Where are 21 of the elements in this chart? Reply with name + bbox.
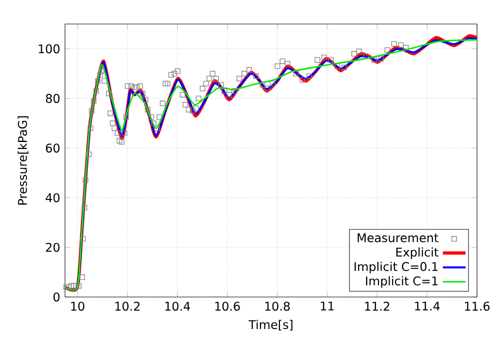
y-tick-label: 0 [53,292,60,302]
y-tick-label: 60 [46,144,60,153]
y-tick-label: 20 [46,242,60,252]
y-tick-label: 100 [38,44,60,54]
x-tick-label: 10.4 [165,302,190,311]
y-tick-label: 40 [46,193,60,202]
x-tick-label: 11.2 [365,302,390,311]
x-tick-label: 10 [71,302,84,311]
x-tick-label: 10.2 [115,302,140,311]
legend-label: Implicit C=1 [366,276,438,288]
x-tick-label: 11.6 [465,302,490,311]
x-tick-label: 11.4 [415,302,440,310]
legend-label: Explicit [396,247,438,259]
legend-label: Implicit C=0.1 [354,262,438,274]
x-tick-label: 11 [320,302,334,310]
y-tick-label: 80 [46,94,60,103]
x-axis-title: Time[s] [248,320,292,331]
x-tick-label: 10.6 [215,302,240,311]
legend-label: Measurement [358,233,438,242]
x-tick-label: 10.8 [265,302,290,311]
y-axis-title: Pressure[kPaG] [18,116,28,205]
